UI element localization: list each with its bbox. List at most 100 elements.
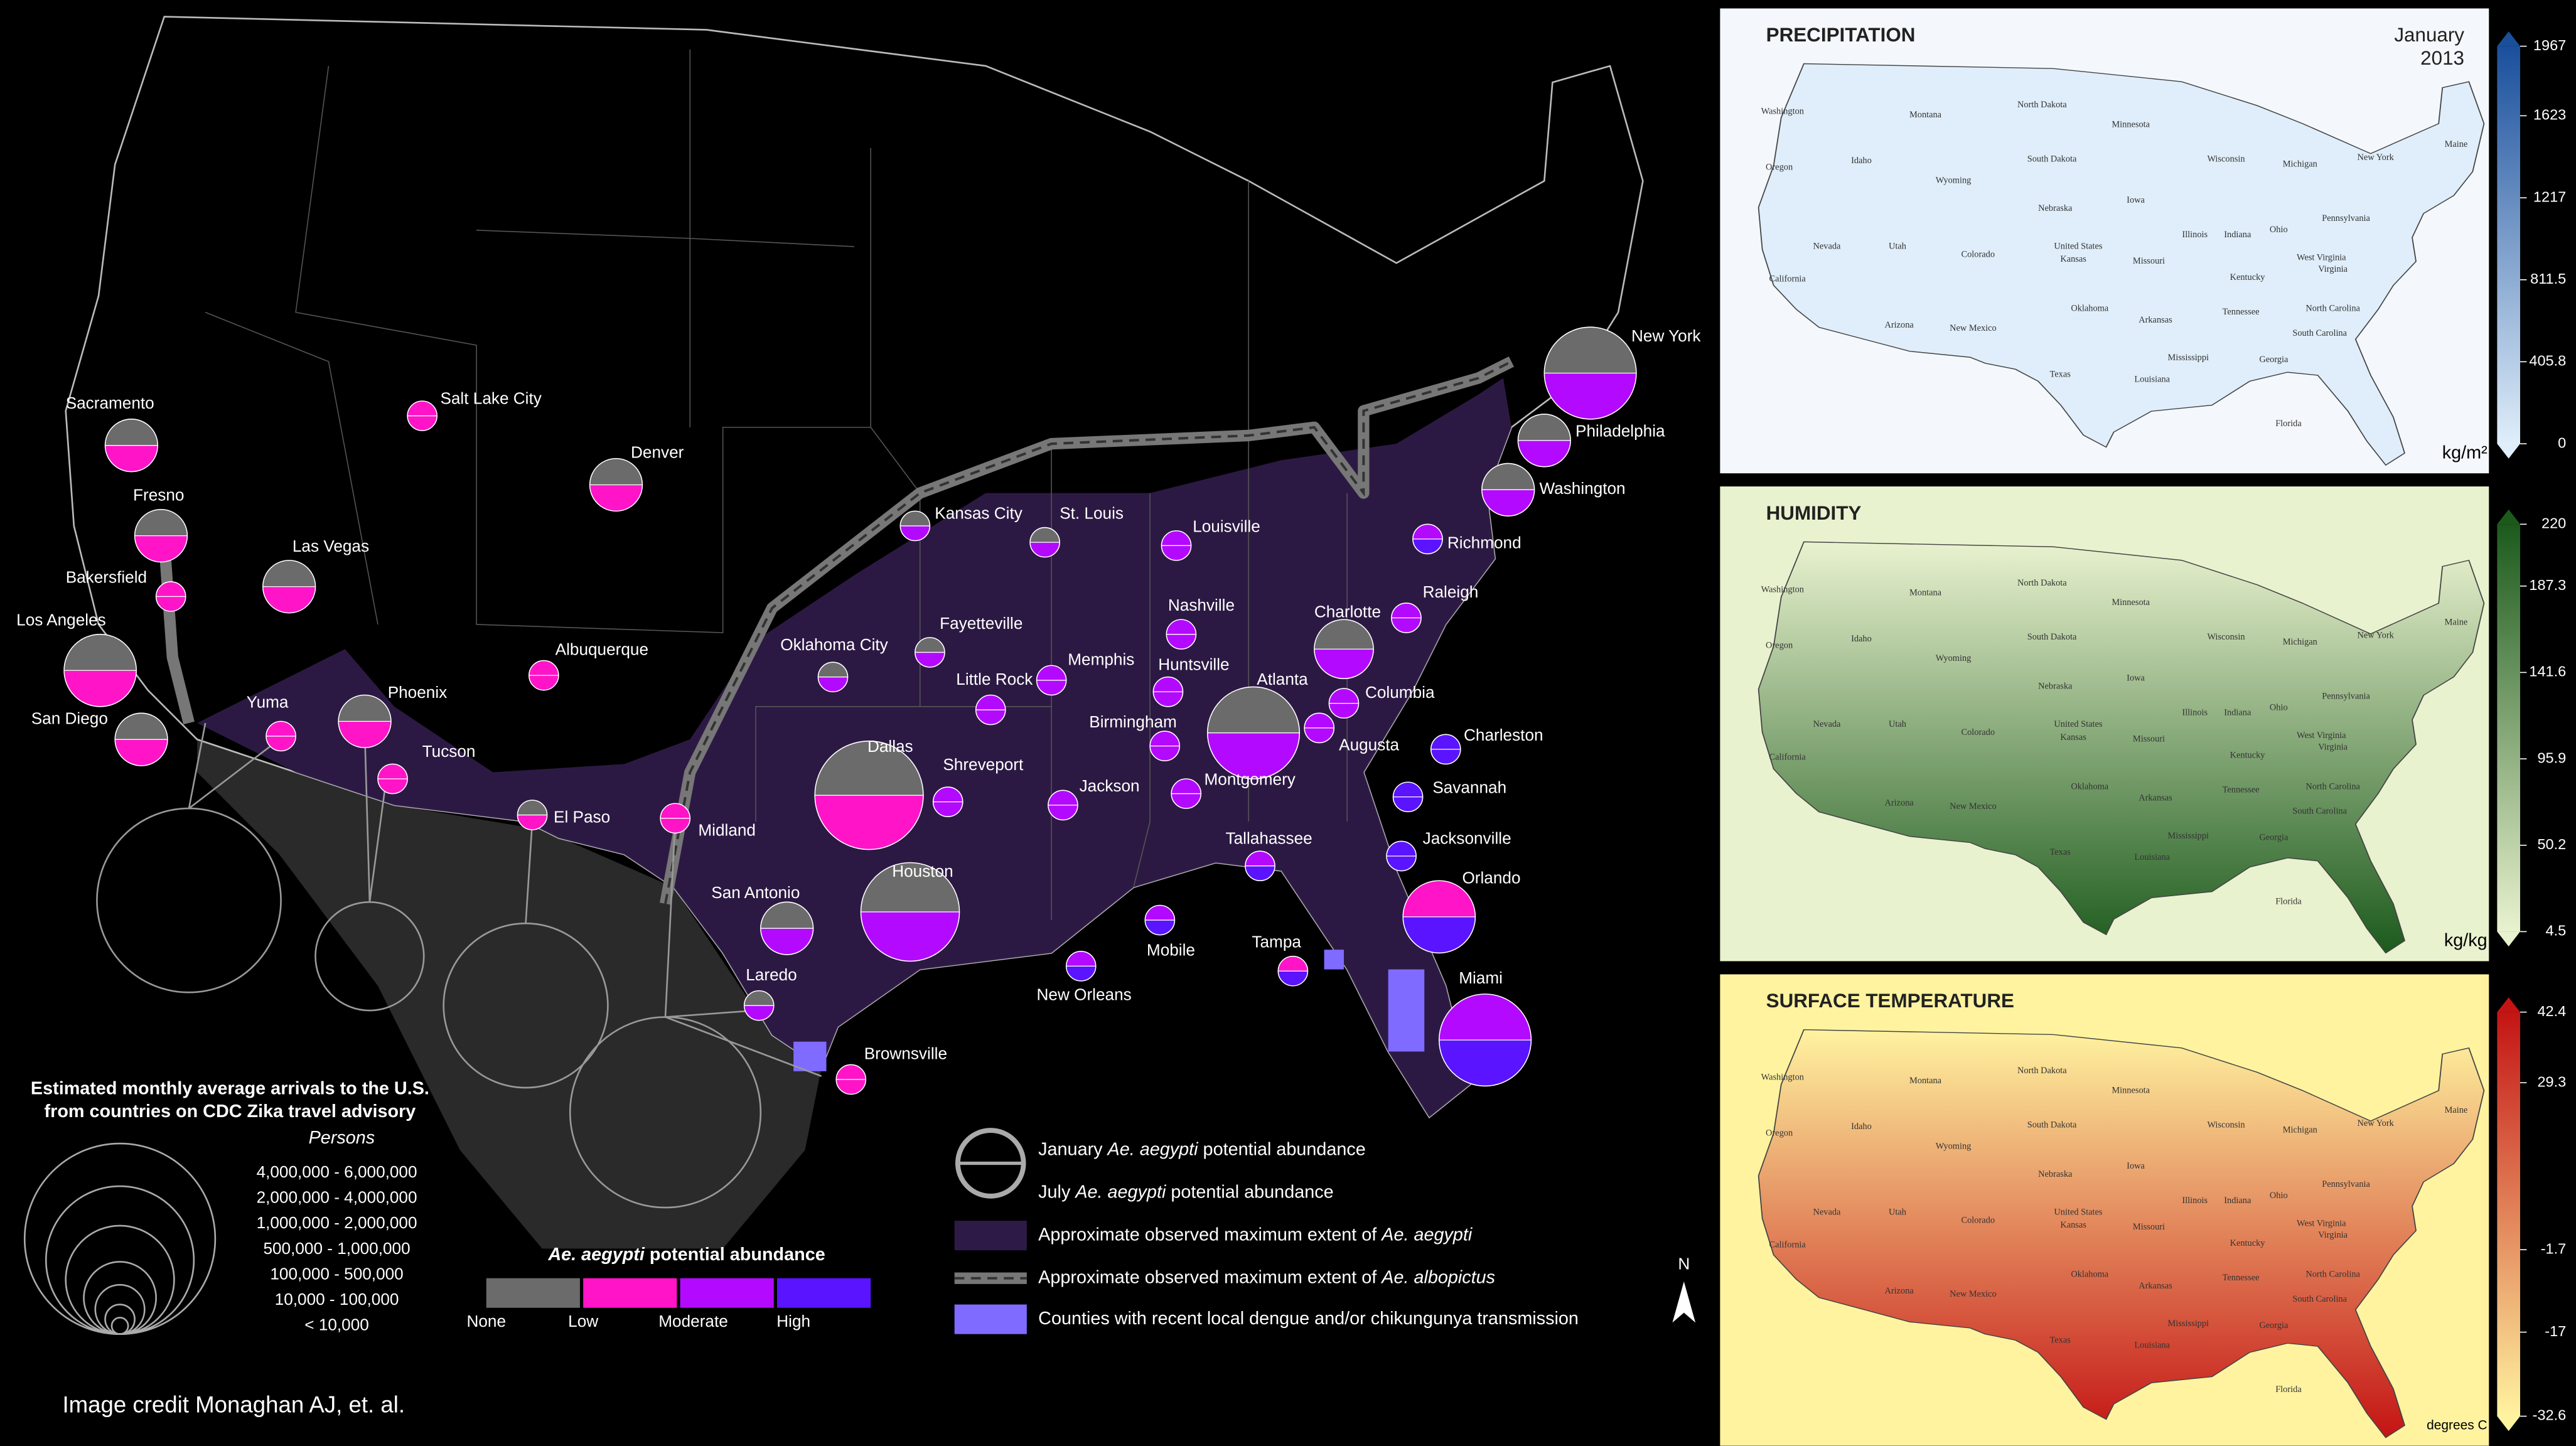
- range-label: < 10,000: [304, 1315, 369, 1334]
- city-label: Fayetteville: [940, 614, 1022, 633]
- state-label: Illinois: [2182, 708, 2208, 718]
- text-part: Ae. aegypti: [1380, 1224, 1473, 1245]
- state-label: Indiana: [2224, 230, 2251, 240]
- state-label: Louisiana: [2134, 1340, 2170, 1350]
- july-half: [915, 652, 945, 668]
- city: Orlando: [1402, 869, 1521, 954]
- text-part: potential abundance: [1166, 1182, 1333, 1202]
- january-half: [1278, 956, 1308, 972]
- state-label: North Dakota: [2017, 578, 2067, 588]
- text-part: Approximate observed maximum extent of: [1038, 1224, 1382, 1245]
- january-half: [589, 458, 643, 485]
- july-half: [836, 1079, 866, 1095]
- colorbar-top: [2497, 31, 2521, 46]
- state-label: Arizona: [1884, 798, 1914, 808]
- colorbar-label: 187.3: [2529, 577, 2566, 593]
- level-swatch: [777, 1278, 871, 1308]
- july-half: [1030, 542, 1060, 557]
- city: Memphis: [1036, 650, 1134, 696]
- colorbar-label: 95.9: [2537, 749, 2566, 766]
- state-label: Wisconsin: [2207, 1120, 2245, 1130]
- state-label: Oregon: [1766, 163, 1793, 173]
- colorbar: [2497, 1012, 2521, 1417]
- city-label: Brownsville: [864, 1044, 947, 1063]
- city-label: Kansas City: [935, 504, 1022, 523]
- state-label: Pennsylvania: [2322, 691, 2370, 701]
- state-label: Montana: [1909, 1076, 1942, 1086]
- state-label: Michigan: [2283, 637, 2317, 647]
- july-half: [1207, 732, 1300, 779]
- state-label: Ohio: [2270, 1191, 2288, 1201]
- state-label: Missouri: [2133, 734, 2165, 744]
- city-label: Tucson: [422, 742, 476, 761]
- january-half: [1145, 905, 1175, 921]
- state-label: New York: [2358, 153, 2395, 163]
- july-half: [589, 485, 643, 511]
- january-half: [1314, 619, 1374, 650]
- state-label: West Virginia: [2297, 253, 2346, 263]
- city: Louisville: [1161, 517, 1260, 561]
- city-label: Richmond: [1447, 533, 1521, 552]
- july-half: [105, 445, 158, 472]
- colorbar-bottom: [2497, 931, 2521, 946]
- north-label: N: [1678, 1255, 1690, 1273]
- city-label: Jackson: [1080, 776, 1140, 795]
- city-label: Nashville: [1168, 596, 1235, 614]
- city-label: Fresno: [133, 486, 184, 505]
- state-label: North Carolina: [2305, 1270, 2360, 1280]
- state-label: North Carolina: [2305, 781, 2360, 791]
- january-half: [1030, 527, 1060, 543]
- city-label: Bakersfield: [66, 568, 147, 587]
- state-label: Texas: [2049, 847, 2071, 857]
- level-label: Moderate: [658, 1312, 728, 1331]
- state-label: Iowa: [2127, 673, 2145, 683]
- state-label: Arkansas: [2139, 793, 2172, 803]
- city: Sacramento: [66, 394, 159, 473]
- state-label: New Mexico: [1950, 323, 1997, 333]
- city-label: Raleigh: [1423, 582, 1479, 601]
- text-part: January: [1038, 1139, 1107, 1159]
- state-label: Texas: [2049, 369, 2071, 379]
- range-label: 500,000 - 1,000,000: [263, 1239, 410, 1258]
- january-half: [1036, 665, 1066, 680]
- state-label: Colorado: [1962, 727, 1995, 737]
- july-half: [1150, 746, 1180, 761]
- city-label: Denver: [631, 443, 684, 462]
- state-label: Idaho: [1851, 1122, 1872, 1132]
- city-label: Huntsville: [1158, 655, 1229, 673]
- city: Raleigh: [1391, 582, 1479, 633]
- city: Shreveport: [932, 755, 1024, 817]
- colorbar: [2497, 46, 2521, 444]
- january-half: [1544, 327, 1636, 373]
- range-label: 10,000 - 100,000: [275, 1290, 399, 1309]
- level-label: Low: [568, 1312, 598, 1331]
- city-label: New York: [1631, 326, 1701, 345]
- city: Denver: [589, 443, 684, 512]
- state-label: South Dakota: [2027, 632, 2077, 642]
- city: New York: [1543, 326, 1701, 420]
- key-extent: [954, 1221, 1027, 1251]
- credit: Image credit Monaghan AJ, et. al.: [62, 1391, 405, 1417]
- panel: Washington Montana North Dakota Minnesota Or…: [1720, 974, 2566, 1446]
- state-label: Michigan: [2283, 159, 2317, 169]
- state-label: Mississippi: [2168, 353, 2209, 363]
- july-half: [1518, 440, 1571, 467]
- key-label: Counties with recent local dengue and/or…: [1038, 1309, 1579, 1329]
- city: Kansas City: [899, 504, 1023, 542]
- january-half: [1439, 993, 1532, 1041]
- state-label: Montana: [1909, 588, 1942, 598]
- city-label: Washington: [1539, 479, 1625, 498]
- january-half: [1304, 713, 1334, 728]
- state-label: Michigan: [2283, 1125, 2317, 1135]
- city-label: Shreveport: [943, 755, 1024, 774]
- city: Atlanta: [1206, 670, 1308, 779]
- january-half: [529, 660, 559, 676]
- july-half: [1439, 1040, 1532, 1086]
- state-label: Illinois: [2182, 1196, 2208, 1206]
- city: Augusta: [1304, 712, 1400, 754]
- panel-unit: degrees C: [2427, 1418, 2487, 1433]
- state-label: Kansas: [2060, 732, 2086, 742]
- state-label: Missouri: [2133, 256, 2165, 266]
- july-half: [1391, 618, 1422, 633]
- colorbar-label: 0: [2558, 434, 2566, 451]
